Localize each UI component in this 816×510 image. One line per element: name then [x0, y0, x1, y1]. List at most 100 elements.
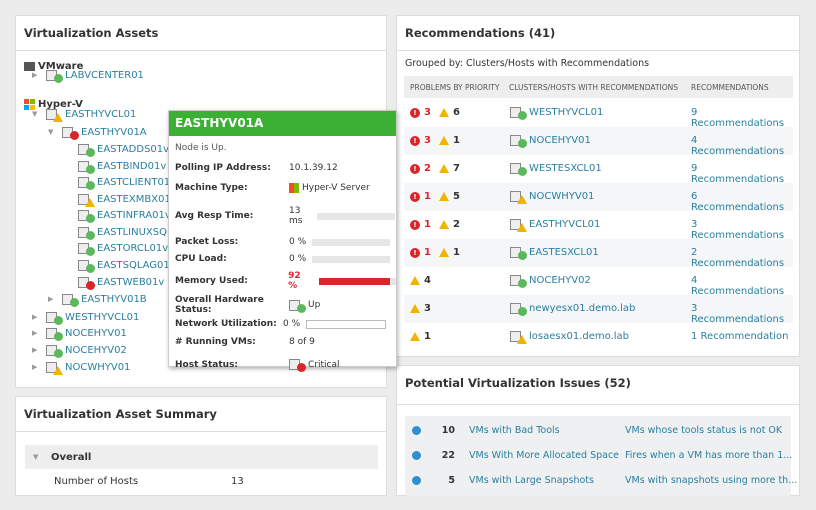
recommendations-link[interactable]: 4 Recommendations [691, 275, 785, 297]
node-up-icon [62, 293, 79, 307]
host-link[interactable]: EASTHYVCL01 [529, 219, 601, 230]
issue-description: Fires when a VM has more than 1... [625, 449, 793, 461]
table-row: 3 newyesx01.demo.lab 3 Recommendations [404, 295, 793, 325]
warning-icon [438, 164, 449, 173]
usage-bar [312, 238, 391, 246]
host-link[interactable]: WESTESXCL01 [529, 163, 602, 174]
recommendations-link[interactable]: 9 Recommendations [691, 163, 785, 185]
node-link[interactable]: EASTADDS01v [97, 143, 170, 155]
table-header: PROBLEMS BY PRIORITY CLUSTERS/HOSTS WITH… [404, 76, 793, 98]
panel-title: Recommendations (41) [397, 16, 799, 51]
tree-node[interactable]: EASTBIND01v [64, 158, 166, 174]
node-critical-icon [62, 126, 79, 140]
recommendations-link[interactable]: 2 Recommendations [691, 247, 785, 269]
host-link[interactable]: EASTESXCL01 [529, 247, 599, 258]
node-link[interactable]: LABVCENTER01 [65, 69, 144, 81]
tree-node[interactable]: ▼ EASTHYV01A [48, 124, 147, 140]
node-warning-icon [510, 331, 527, 344]
node-link[interactable]: EASTORCL01v [97, 242, 169, 254]
tree-node[interactable]: ▶ NOCEHYV01 [32, 325, 127, 341]
info-icon [412, 425, 421, 435]
recommendations-link[interactable]: 4 Recommendations [691, 135, 785, 157]
warning-icon [438, 248, 449, 257]
node-link[interactable]: NOCWHYV01 [65, 361, 131, 373]
node-up-icon [78, 160, 95, 174]
issue-link[interactable]: VMs With More Allocated Space [469, 449, 620, 461]
tree-node[interactable]: ▶ LABVCENTER01 [32, 67, 144, 83]
node-link[interactable]: EASTEXMBX01v [97, 193, 177, 205]
recommendations-link[interactable]: 1 Recommendation [691, 331, 789, 342]
node-link[interactable]: EASTBIND01v [97, 160, 167, 172]
caret-right-icon[interactable]: ▶ [32, 346, 38, 354]
node-up-icon [510, 107, 527, 120]
tree-node[interactable]: EASTADDS01v [64, 141, 169, 157]
tree-node[interactable]: ▶ NOCWHYV01 [32, 359, 130, 375]
caret-down-icon[interactable]: ▼ [48, 128, 54, 136]
tree-node[interactable]: EASTSQLAG01v [64, 257, 176, 273]
tree-node[interactable]: EASTLINUXSQL0 [64, 224, 179, 240]
node-link[interactable]: NOCEHYV02 [65, 344, 127, 356]
info-icon [412, 475, 421, 485]
recommendations-link[interactable]: 3 Recommendations [691, 219, 785, 241]
recommendations-link[interactable]: 9 Recommendations [691, 107, 785, 129]
tree-node[interactable]: EASTINFRA01v [64, 207, 171, 223]
host-link[interactable]: NOCEHYV02 [529, 275, 591, 286]
node-warning-icon [46, 108, 63, 122]
recommendations-link[interactable]: 3 Recommendations [691, 303, 785, 325]
host-link[interactable]: NOCWHYV01 [529, 191, 595, 202]
recommendations-link[interactable]: 6 Recommendations [691, 191, 785, 213]
host-link[interactable]: NOCEHYV01 [529, 135, 591, 146]
node-link[interactable]: EASTSQLAG01v [97, 259, 176, 271]
caret-right-icon[interactable]: ▶ [32, 329, 38, 337]
issue-link[interactable]: VMs with Large Snapshots [469, 474, 594, 486]
tooltip-status: Node is Up. [175, 143, 227, 153]
tree-node[interactable]: ▶ EASTHYV01B [48, 291, 147, 307]
issue-link[interactable]: VMs with Bad Tools [469, 424, 560, 436]
caret-down-icon[interactable]: ▼ [32, 110, 38, 118]
host-link[interactable]: WESTHYVCL01 [529, 107, 604, 118]
caret-right-icon[interactable]: ▶ [32, 313, 38, 321]
node-up-icon [78, 176, 95, 190]
node-up-icon [510, 163, 527, 176]
node-up-icon [510, 303, 527, 316]
tree-node[interactable]: ▼ EASTHYVCL01 [32, 106, 136, 122]
node-warning-icon [510, 219, 527, 232]
caret-right-icon[interactable]: ▶ [32, 71, 38, 79]
issue-description: VMs with snapshots using more th... [625, 474, 798, 486]
node-link[interactable]: EASTHYVCL01 [65, 108, 137, 120]
tree-node[interactable]: ▶ WESTHYVCL01 [32, 309, 139, 325]
caret-right-icon[interactable]: ▶ [32, 363, 38, 371]
node-up-icon [78, 242, 95, 256]
vmware-group: VMware [24, 58, 83, 74]
issue-row: 22 VMs With More Allocated Space Fires w… [405, 447, 793, 463]
tree-node[interactable]: ▶ NOCEHYV02 [32, 342, 127, 358]
tree-node[interactable]: EASTCLIENT01v [64, 174, 176, 190]
column-header[interactable]: RECOMMENDATIONS [691, 83, 769, 92]
issue-row: 5 VMs with Large Snapshots VMs with snap… [405, 472, 797, 488]
summary-group-overall[interactable]: ▼ Overall [25, 445, 378, 469]
critical-icon: ! [410, 219, 420, 230]
node-link[interactable]: WESTHYVCL01 [65, 311, 140, 323]
node-link[interactable]: EASTHYV01A [81, 126, 147, 138]
info-icon [412, 450, 421, 460]
node-up-icon [78, 209, 95, 223]
node-link[interactable]: EASTCLIENT01v [97, 176, 177, 188]
host-link[interactable]: losaesx01.demo.lab [529, 331, 630, 342]
node-up-icon [510, 247, 527, 260]
node-link[interactable]: EASTHYV01B [81, 293, 147, 305]
column-header[interactable]: CLUSTERS/HOSTS WITH RECOMMENDATIONS [509, 83, 679, 92]
tree-node[interactable]: EASTWEB01v [64, 274, 164, 290]
node-link[interactable]: EASTWEB01v [97, 276, 165, 288]
tree-node[interactable]: EASTEXMBX01v [64, 191, 177, 207]
node-link[interactable]: EASTINFRA01v [97, 209, 171, 221]
node-link[interactable]: EASTLINUXSQL0 [97, 226, 179, 238]
critical-icon: ! [410, 163, 420, 174]
node-link[interactable]: NOCEHYV01 [65, 327, 127, 339]
tooltip-label: Packet Loss: [175, 237, 239, 247]
tree-node[interactable]: EASTORCL01v [64, 240, 168, 256]
summary-value: 13 [231, 476, 244, 487]
caret-right-icon[interactable]: ▶ [48, 295, 54, 303]
column-header[interactable]: PROBLEMS BY PRIORITY [410, 83, 500, 92]
usage-bar [317, 212, 395, 220]
host-link[interactable]: newyesx01.demo.lab [529, 303, 636, 314]
